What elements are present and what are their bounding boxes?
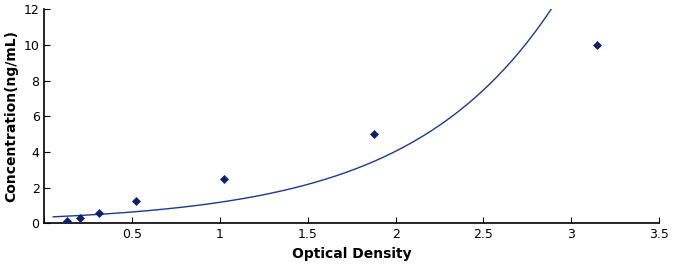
X-axis label: Optical Density: Optical Density [292,247,411,261]
Y-axis label: Concentration(ng/mL): Concentration(ng/mL) [4,30,18,202]
